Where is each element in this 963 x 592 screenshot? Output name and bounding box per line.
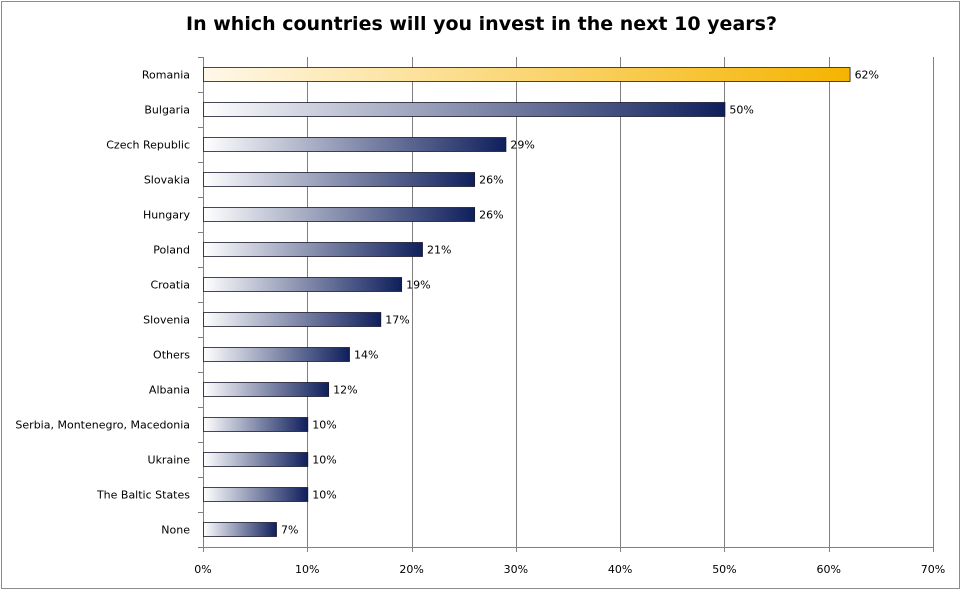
x-tick-label: 50% [712,563,736,576]
x-tick-labels: 0% 10% 20% 30% 40% 50% 60% 70% [194,563,945,576]
bar [203,277,403,292]
axes [198,57,934,552]
x-tick-label: 20% [399,563,423,576]
category-label: Others [153,349,190,362]
data-label: 26% [479,209,503,222]
gridlines [307,57,934,547]
x-tick-label: 0% [194,563,211,576]
data-label: 10% [312,454,336,467]
bar [203,417,309,432]
category-label: None [161,524,190,537]
data-label: 10% [312,489,336,502]
x-tick-label: 60% [816,563,840,576]
data-label: 50% [729,104,753,117]
bar [203,102,726,117]
category-label: Bulgaria [144,104,190,117]
data-label: 17% [385,314,409,327]
data-label: 14% [354,349,378,362]
data-label: 12% [333,384,357,397]
bar [203,137,507,152]
bar [203,487,309,502]
data-label: 26% [479,174,503,187]
x-tick-label: 30% [504,563,528,576]
category-labels: Romania Bulgaria Czech Republic Slovakia Hun… [15,69,190,537]
category-label: Czech Republic [106,139,190,152]
bar [203,67,851,82]
category-label: Serbia, Montenegro, Macedonia [15,419,190,432]
category-label: Albania [149,384,190,397]
bar [203,242,423,257]
bar [203,382,330,397]
x-tick-label: 40% [608,563,632,576]
bar [203,347,350,362]
category-label: Slovakia [144,174,190,187]
data-label: 62% [855,69,879,82]
bar [203,312,382,327]
category-label: Croatia [150,279,190,292]
data-label: 19% [406,279,430,292]
category-label: Hungary [143,209,190,222]
bar [203,522,277,537]
chart-title: In which countries will you invest in th… [186,13,777,35]
data-label: 21% [427,244,451,257]
category-label: The Baltic States [96,489,190,502]
data-label: 10% [312,419,336,432]
category-label: Romania [142,69,190,82]
data-label: 29% [510,139,534,152]
category-label: Ukraine [148,454,191,467]
bar [203,452,309,467]
category-label: Slovenia [143,314,190,327]
bars [203,67,851,537]
data-label: 7% [281,524,298,537]
data-labels: 62% 50% 29% 26% 26% 21% 19% 17% 14% 12% 10% 10% 10% 7… [281,69,879,537]
x-tick-label: 10% [295,563,319,576]
x-tick-label: 70% [921,563,945,576]
bar [203,207,476,222]
bar [203,172,476,187]
category-label: Poland [153,244,190,257]
